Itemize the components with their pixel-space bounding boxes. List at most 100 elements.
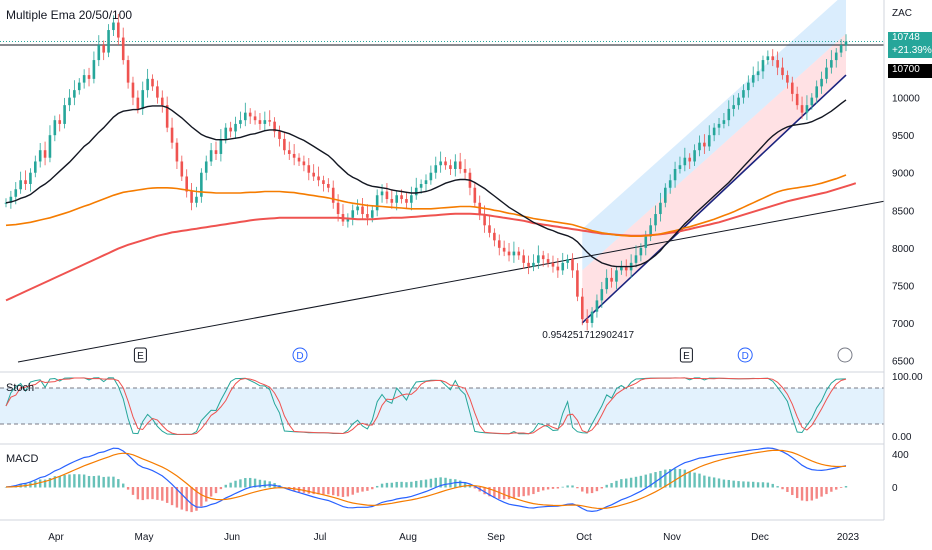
candle [322, 175, 325, 192]
candle-body [34, 161, 37, 173]
macd-histogram-bar [68, 474, 71, 488]
candle-body [370, 210, 374, 218]
candle [839, 39, 843, 58]
candle [659, 192, 662, 222]
candle-body [693, 150, 696, 162]
macd-histogram-bar [322, 487, 325, 495]
candle [141, 81, 145, 115]
x-tick-label: May [135, 532, 154, 543]
candle-body [390, 199, 394, 203]
candle [63, 97, 66, 129]
macd-histogram-bar [234, 480, 237, 488]
candle-body [634, 255, 638, 263]
y-tick-label: 9000 [892, 169, 915, 180]
candle-body [532, 262, 535, 267]
candle-body [698, 142, 701, 151]
macd-histogram-bar [595, 487, 599, 492]
candle-body [380, 191, 384, 196]
candle-body [239, 120, 242, 124]
x-tick-label: Sep [487, 532, 505, 543]
macd-histogram-bar [351, 487, 354, 495]
candle [698, 135, 701, 157]
candle-body [322, 180, 325, 184]
candle [703, 134, 706, 154]
candle-body [620, 266, 623, 271]
candle-body [580, 296, 584, 320]
candle [317, 166, 320, 187]
candle-body [302, 161, 306, 166]
candle-body [825, 67, 828, 79]
candle [405, 191, 408, 209]
candle [527, 255, 530, 275]
x-tick-label: Apr [48, 532, 64, 543]
macd-tick-label: 400 [892, 450, 909, 461]
candle [805, 95, 809, 121]
candle-body [307, 165, 311, 173]
candle-body [795, 93, 799, 106]
candle-body [190, 191, 193, 203]
macd-histogram-bar [835, 487, 838, 490]
candle [170, 117, 174, 149]
candle-body [830, 60, 833, 68]
candle-body [590, 311, 594, 323]
macd-histogram-bar [58, 476, 61, 488]
macd-histogram-bar [600, 487, 604, 489]
candle-body [160, 97, 164, 106]
macd-pane[interactable] [4, 447, 848, 513]
candle [287, 141, 291, 160]
candle [751, 66, 755, 88]
macd-histogram-bar [151, 487, 154, 500]
stoch-pane[interactable] [0, 377, 884, 435]
candle [766, 50, 770, 65]
candle-body [87, 75, 91, 79]
macd-histogram-bar [195, 487, 198, 511]
candle [307, 158, 311, 181]
macd-histogram-bar [522, 487, 525, 497]
candle-body [434, 165, 438, 173]
candle-body [786, 75, 789, 83]
candle [175, 138, 179, 169]
macd-histogram-bar [468, 484, 472, 488]
price-pane[interactable]: 0.954251712902417 E D E D [0, 0, 885, 363]
candle-body [507, 251, 511, 256]
macd-histogram-bar [4, 487, 8, 488]
candle-body [527, 262, 530, 267]
macd-histogram-bar [590, 487, 594, 494]
candle [820, 71, 823, 94]
candle [356, 199, 359, 215]
candle-body [722, 120, 726, 124]
macd-histogram-bar [786, 487, 789, 492]
candle-body [219, 138, 223, 154]
candle-body [414, 187, 418, 196]
macd-histogram-bar [747, 481, 750, 488]
macd-histogram-bar [258, 479, 262, 488]
candle-body [834, 52, 838, 61]
y-tick-label: 6500 [892, 356, 915, 367]
macd-histogram-bar [371, 487, 374, 490]
x-tick-label: Aug [399, 532, 417, 543]
candle [424, 174, 428, 192]
candle-body [742, 90, 745, 98]
dividend-icon [737, 347, 753, 363]
candle-body [327, 184, 330, 188]
candle-body [214, 150, 218, 154]
candle [273, 117, 276, 138]
candle [585, 309, 589, 331]
y-tick-label: 7500 [892, 281, 915, 292]
candle-body [209, 150, 213, 162]
candle-body [14, 189, 18, 197]
candle-body [63, 105, 66, 124]
macd-histogram-bar [620, 479, 623, 488]
candle [34, 155, 37, 178]
macd-histogram-bar [527, 487, 530, 496]
candle-body [644, 236, 648, 248]
candle [654, 205, 657, 232]
candle-body [156, 86, 159, 98]
macd-histogram-bar [708, 476, 711, 488]
macd-histogram-bar [737, 481, 740, 488]
candle [361, 197, 364, 221]
candle-body [844, 41, 848, 46]
candle-body [761, 60, 765, 72]
macd-histogram-bar [795, 487, 799, 499]
